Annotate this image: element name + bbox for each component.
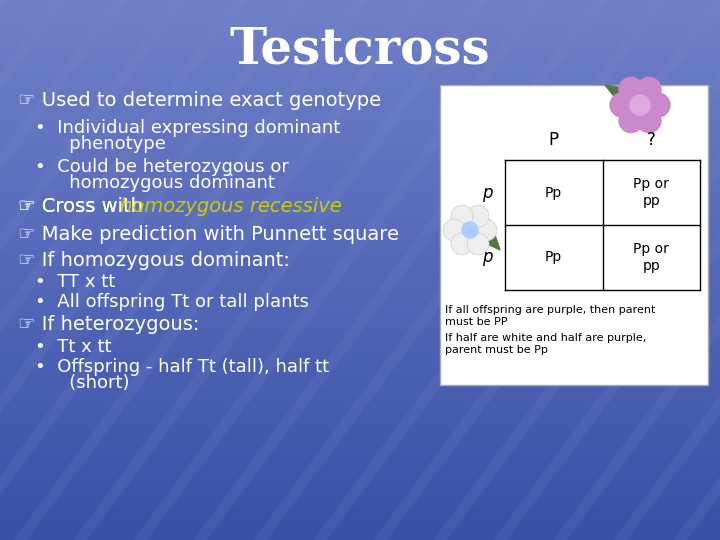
Polygon shape <box>475 220 500 250</box>
Circle shape <box>619 109 643 133</box>
Text: phenotype: phenotype <box>52 135 166 153</box>
Text: Pp or
pp: Pp or pp <box>634 178 669 207</box>
Circle shape <box>467 205 489 227</box>
FancyBboxPatch shape <box>440 85 708 385</box>
Text: •  All offspring Tt or tall plants: • All offspring Tt or tall plants <box>35 293 309 311</box>
Text: •  Individual expressing dominant: • Individual expressing dominant <box>35 119 341 137</box>
Circle shape <box>443 219 465 241</box>
Text: p: p <box>482 184 492 201</box>
Text: Pp: Pp <box>545 251 562 265</box>
Circle shape <box>646 93 670 117</box>
Text: p: p <box>482 248 492 267</box>
Text: Pp or
pp: Pp or pp <box>634 242 669 273</box>
Text: ☞ If heterozygous:: ☞ If heterozygous: <box>18 315 199 334</box>
Circle shape <box>619 77 643 102</box>
Text: Testcross: Testcross <box>230 25 490 75</box>
Text: ☞ Used to determine exact genotype: ☞ Used to determine exact genotype <box>18 91 381 110</box>
Text: homozygous recessive: homozygous recessive <box>120 198 342 217</box>
Text: •  Could be heterozygous or: • Could be heterozygous or <box>35 158 289 176</box>
Text: ☞ Cross with: ☞ Cross with <box>18 198 149 217</box>
Circle shape <box>637 109 661 133</box>
Text: P: P <box>549 131 559 149</box>
Text: •  Offspring - half Tt (tall), half tt: • Offspring - half Tt (tall), half tt <box>35 358 329 376</box>
Text: If all offspring are purple, then parent
must be PP: If all offspring are purple, then parent… <box>445 305 655 327</box>
Text: If half are white and half are purple,
parent must be Pp: If half are white and half are purple, p… <box>445 333 647 355</box>
Text: ☞ Make prediction with Punnett square: ☞ Make prediction with Punnett square <box>18 226 399 245</box>
Text: Pp: Pp <box>545 186 562 199</box>
Text: ☞ Cross with: ☞ Cross with <box>18 198 149 217</box>
Circle shape <box>467 233 489 255</box>
Circle shape <box>610 93 634 117</box>
Circle shape <box>637 77 661 102</box>
Text: ?: ? <box>647 131 656 149</box>
Text: (short): (short) <box>52 374 130 392</box>
Text: •  TT x tt: • TT x tt <box>35 273 115 291</box>
Text: ☞ If homozygous dominant:: ☞ If homozygous dominant: <box>18 251 290 269</box>
Polygon shape <box>605 85 635 110</box>
Text: homozygous dominant: homozygous dominant <box>52 174 275 192</box>
Circle shape <box>630 95 650 115</box>
Text: •  Tt x tt: • Tt x tt <box>35 338 112 356</box>
Circle shape <box>451 233 473 255</box>
Circle shape <box>475 219 497 241</box>
Circle shape <box>451 205 473 227</box>
Circle shape <box>462 222 478 238</box>
